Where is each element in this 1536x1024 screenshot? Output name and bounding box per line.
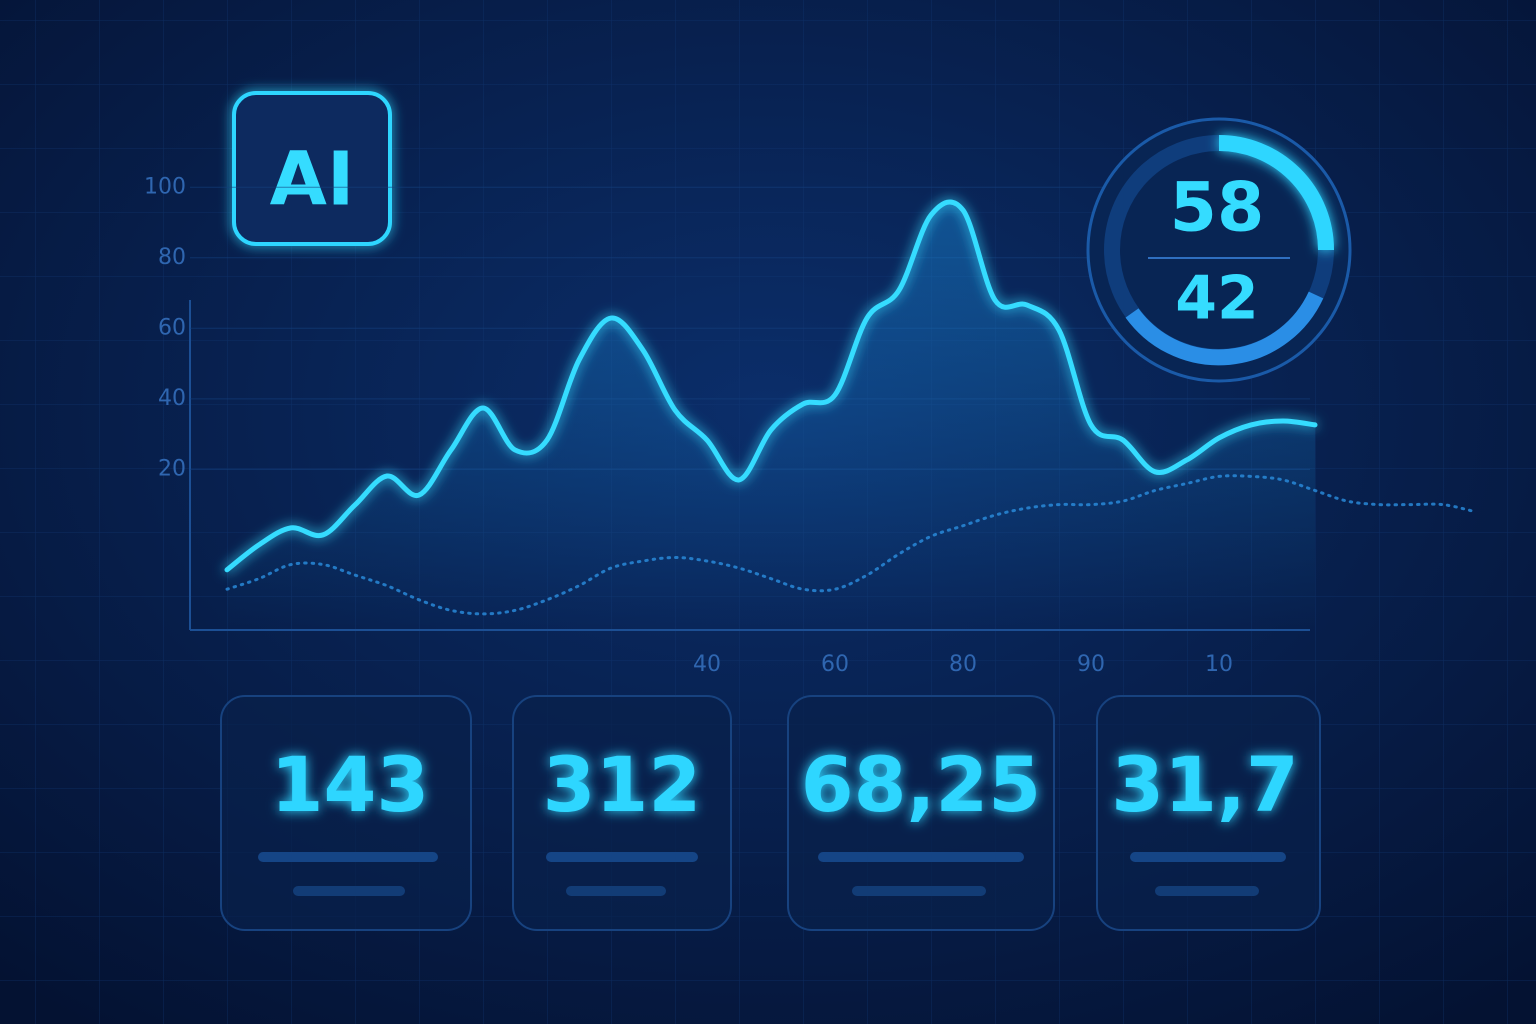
dotted-line [225, 474, 1477, 616]
stat-bar [1130, 852, 1286, 862]
badge-frame [232, 91, 392, 246]
stat-bar [852, 886, 986, 896]
gauge-ring [1086, 117, 1352, 383]
stat-bar [566, 886, 666, 896]
stat-value: 143 [271, 740, 430, 829]
y-tick-label: 40 [158, 386, 186, 411]
stat-card [1096, 695, 1321, 931]
y-tick-label: 60 [158, 315, 186, 340]
stat-value: 31,7 [1111, 740, 1299, 829]
gauge-arc-bottom [1125, 291, 1324, 366]
gauge-bottom: 42 [1175, 264, 1259, 334]
y-tick-label: 100 [144, 174, 186, 199]
stat-card [220, 695, 472, 931]
stat-card [787, 695, 1055, 931]
stat-bar [818, 852, 1024, 862]
line [224, 199, 1318, 573]
ai-badge: AI [232, 91, 392, 246]
y-tick-label: 80 [158, 245, 186, 270]
gauge-top: 58 [1170, 169, 1265, 248]
x-tick-label: 80 [949, 652, 977, 677]
stat-cards: 143 312 68,25 31,7 [220, 695, 1321, 931]
badge-text: AI [270, 137, 355, 223]
y-tick-label: 20 [158, 456, 186, 481]
x-tick-label: 90 [1077, 652, 1105, 677]
stat-bar [293, 886, 405, 896]
stat-bar [258, 852, 438, 862]
x-tick-label: 60 [821, 652, 849, 677]
stat-value: 68,25 [801, 740, 1041, 829]
x-tick-label: 40 [693, 652, 721, 677]
stat-value: 312 [543, 740, 702, 829]
plot: 20 40 60 80 100 40 60 80 90 10 [144, 174, 1477, 677]
stat-bar [546, 852, 698, 862]
gauge: 58 42 [1086, 117, 1352, 383]
stat-card [512, 695, 732, 931]
x-tick-label: 10 [1205, 652, 1233, 677]
stat-bar [1155, 886, 1259, 896]
gauge-arc-top [1218, 135, 1334, 251]
line-area [227, 201, 1315, 628]
